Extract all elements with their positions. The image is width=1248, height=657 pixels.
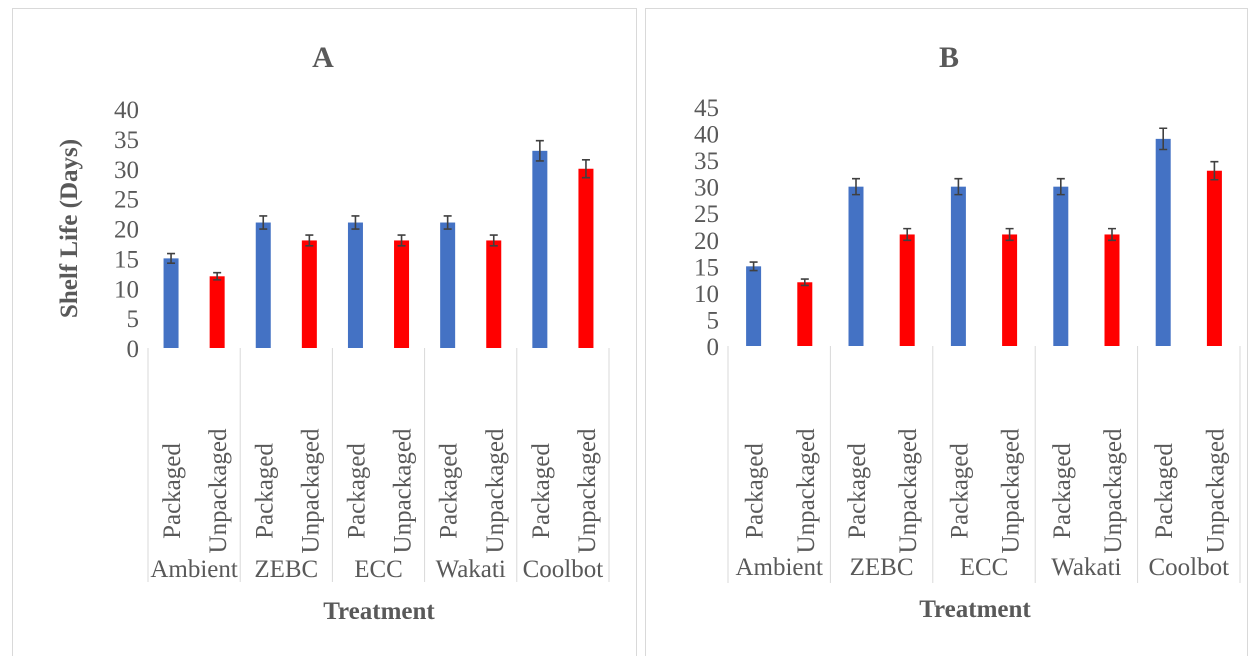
chart-a-category-label: Unpackaged — [297, 428, 324, 553]
chart-b-bar — [797, 282, 813, 346]
chart-b-category-label: Unpackaged — [895, 428, 922, 553]
chart-b-group-label: ECC — [960, 554, 1009, 581]
chart-a-category-label: Packaged — [343, 443, 370, 539]
chart-a-ytick-label: 30 — [114, 157, 139, 184]
chart-a-error-bar — [213, 271, 222, 281]
chart-a-category-label: Unpackaged — [205, 428, 232, 553]
chart-b-ytick-label: 40 — [694, 122, 719, 149]
chart-a-ytick-label: 5 — [127, 306, 140, 333]
chart-a-ylabel: Shelf Life (Days) — [56, 139, 83, 318]
chart-b-bar — [1002, 234, 1018, 346]
chart-b-error-bar — [800, 278, 809, 287]
chart-a-bar — [532, 150, 548, 348]
chart-b-bar — [950, 186, 966, 346]
chart-b-error-bar — [749, 261, 758, 272]
chart-a-ytick-label: 40 — [114, 97, 139, 124]
chart-b-group-label: ZEBC — [850, 554, 914, 581]
chart-a-ytick-label: 15 — [114, 246, 139, 273]
chart-a-bar — [578, 168, 594, 348]
chart-a-ytick-label: 10 — [114, 276, 139, 303]
chart-b-category-label: Unpackaged — [1202, 428, 1229, 553]
chart-b-category-label: Unpackaged — [998, 428, 1025, 553]
chart-a-bar — [347, 222, 363, 348]
chart-b-bar — [1104, 234, 1120, 346]
chart-a-group-label: Ambient — [150, 556, 238, 583]
chart-a-ytick-label: 25 — [114, 187, 139, 214]
chart-b-error-bar — [1210, 160, 1219, 181]
chart-b-category-label: Unpackaged — [793, 428, 820, 553]
chart-b-bar — [848, 186, 864, 346]
chart-b-ytick-label: 5 — [707, 307, 720, 334]
chart-a-title: A — [312, 41, 334, 74]
chart-b-error-bar — [903, 227, 912, 242]
chart-a-bar — [440, 222, 456, 348]
chart-b-xlabel: Treatment — [919, 596, 1031, 623]
chart-b-ytick-label: 25 — [694, 201, 719, 228]
chart-a-category-label: Packaged — [159, 443, 186, 539]
chart-b-ytick-label: 45 — [694, 95, 719, 122]
chart-a-group-label: ECC — [354, 556, 403, 583]
chart-a-category-label: Unpackaged — [390, 428, 417, 553]
chart-a-bar — [301, 240, 317, 348]
chart-a-category-label: Unpackaged — [574, 428, 601, 553]
chart-b-ytick-label: 15 — [694, 254, 719, 281]
chart-b-ytick-label: 30 — [694, 175, 719, 202]
chart-a-group-label: ZEBC — [254, 556, 318, 583]
chart-b-category-label: Packaged — [742, 443, 769, 539]
chart-panel-b: B 0 5 10 15 20 25 30 35 40 45 Packaged Unpackaged Pac… — [645, 8, 1248, 656]
chart-b-bar — [1155, 138, 1171, 346]
chart-a-error-bar — [305, 234, 314, 247]
chart-panel-a: A 0 5 10 15 20 25 30 35 40 Shelf Life (Days) Packag… — [12, 8, 637, 656]
chart-b-error-bar — [1159, 127, 1168, 151]
chart-a-ytick-label: 20 — [114, 217, 139, 244]
chart-b-group-label: Coolbot — [1149, 554, 1230, 581]
chart-a-error-bar — [397, 234, 406, 247]
chart-b-category-label: Packaged — [1151, 443, 1178, 539]
chart-b-ytick-label: 20 — [694, 228, 719, 255]
chart-a-bar — [394, 240, 410, 348]
chart-a-error-bar — [259, 215, 268, 230]
chart-b-error-bar — [1056, 177, 1065, 196]
chart-a-group-label: Coolbot — [523, 556, 604, 583]
chart-a-error-bar — [351, 215, 360, 230]
chart-a-category-label: Packaged — [528, 443, 555, 539]
chart-b-category-label: Packaged — [1049, 443, 1076, 539]
chart-a-bar — [255, 222, 271, 348]
chart-a-error-bar — [443, 215, 452, 230]
chart-b-bar — [1206, 170, 1222, 346]
chart-b-error-bar — [1108, 227, 1116, 242]
chart-a-bar — [163, 258, 179, 348]
chart-b-bar — [899, 234, 915, 346]
chart-b-ytick-label: 0 — [707, 334, 720, 361]
chart-b-category-label: Packaged — [946, 443, 973, 539]
chart-a-xlabel: Treatment — [323, 598, 435, 625]
chart-a-category-label: Packaged — [436, 443, 463, 539]
chart-b-category-label: Packaged — [844, 443, 871, 539]
chart-a-category-label: Unpackaged — [482, 428, 509, 553]
chart-a-error-bar — [489, 234, 498, 247]
chart-a-error-bar — [581, 158, 590, 179]
chart-b-title: B — [939, 41, 959, 74]
chart-a-error-bar — [167, 252, 176, 264]
chart-b-category-label: Unpackaged — [1100, 428, 1127, 553]
chart-a-bar — [209, 276, 225, 348]
chart-a-group-label: Wakati — [436, 556, 506, 583]
chart-b-group-label: Ambient — [735, 554, 823, 581]
chart-b-error-bar — [954, 177, 963, 196]
chart-b-bar — [746, 266, 762, 346]
chart-a-ytick-label: 0 — [127, 336, 140, 363]
chart-b-bar — [1053, 186, 1069, 346]
chart-b-error-bar — [1005, 227, 1014, 242]
chart-a-bar — [486, 240, 502, 348]
chart-a-error-bar — [535, 139, 544, 162]
chart-a-ytick-label: 35 — [114, 127, 139, 154]
chart-b-group-label: Wakati — [1051, 554, 1121, 581]
chart-b-error-bar — [852, 177, 860, 196]
chart-b-ytick-label: 35 — [694, 148, 719, 175]
chart-b-ytick-label: 10 — [694, 281, 719, 308]
chart-a-category-label: Packaged — [251, 443, 278, 539]
